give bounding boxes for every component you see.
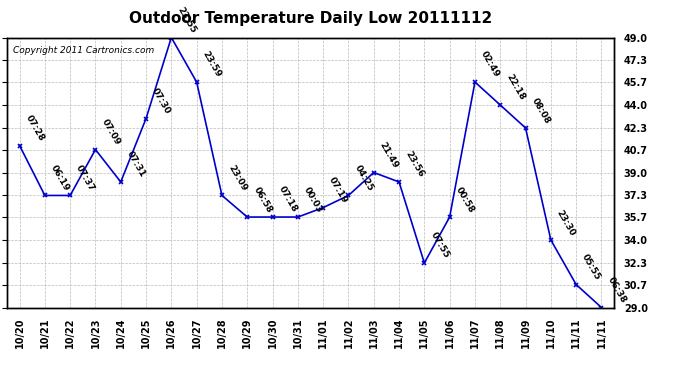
Text: 08:08: 08:08 [530, 96, 552, 125]
Text: 06:38: 06:38 [606, 276, 628, 305]
Text: Copyright 2011 Cartronics.com: Copyright 2011 Cartronics.com [13, 46, 155, 55]
Text: 07:31: 07:31 [125, 150, 147, 179]
Text: 23:59: 23:59 [201, 50, 223, 79]
Text: 05:55: 05:55 [580, 253, 602, 282]
Text: 06:58: 06:58 [251, 185, 273, 214]
Text: 23:09: 23:09 [226, 164, 248, 193]
Text: 23:30: 23:30 [555, 208, 577, 237]
Text: 07:18: 07:18 [277, 185, 299, 214]
Text: 04:25: 04:25 [353, 164, 375, 193]
Text: 23:55: 23:55 [175, 5, 197, 35]
Text: 21:49: 21:49 [378, 140, 400, 170]
Text: 23:56: 23:56 [403, 150, 425, 179]
Text: 02:49: 02:49 [479, 50, 502, 79]
Text: 07:28: 07:28 [23, 113, 46, 143]
Text: 07:09: 07:09 [99, 117, 121, 147]
Text: 07:30: 07:30 [150, 87, 172, 116]
Text: Outdoor Temperature Daily Low 20111112: Outdoor Temperature Daily Low 20111112 [129, 11, 492, 26]
Text: 06:19: 06:19 [49, 164, 71, 193]
Text: 22:18: 22:18 [504, 73, 526, 102]
Text: 07:37: 07:37 [75, 163, 97, 193]
Text: 00:03: 00:03 [302, 185, 324, 214]
Text: 07:19: 07:19 [327, 176, 350, 205]
Text: 07:55: 07:55 [428, 231, 451, 260]
Text: 00:58: 00:58 [454, 185, 476, 214]
